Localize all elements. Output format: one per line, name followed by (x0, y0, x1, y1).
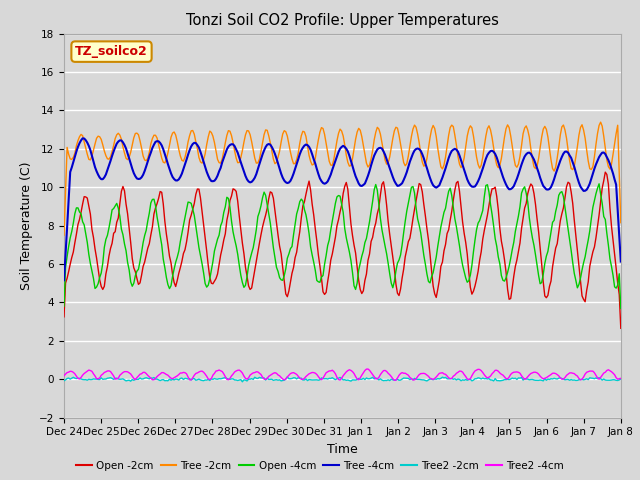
Legend: Open -2cm, Tree -2cm, Open -4cm, Tree -4cm, Tree2 -2cm, Tree2 -4cm: Open -2cm, Tree -2cm, Open -4cm, Tree -4… (72, 456, 568, 475)
Title: Tonzi Soil CO2 Profile: Upper Temperatures: Tonzi Soil CO2 Profile: Upper Temperatur… (186, 13, 499, 28)
Y-axis label: Soil Temperature (C): Soil Temperature (C) (20, 161, 33, 290)
Text: TZ_soilco2: TZ_soilco2 (75, 45, 148, 58)
X-axis label: Time: Time (327, 443, 358, 456)
